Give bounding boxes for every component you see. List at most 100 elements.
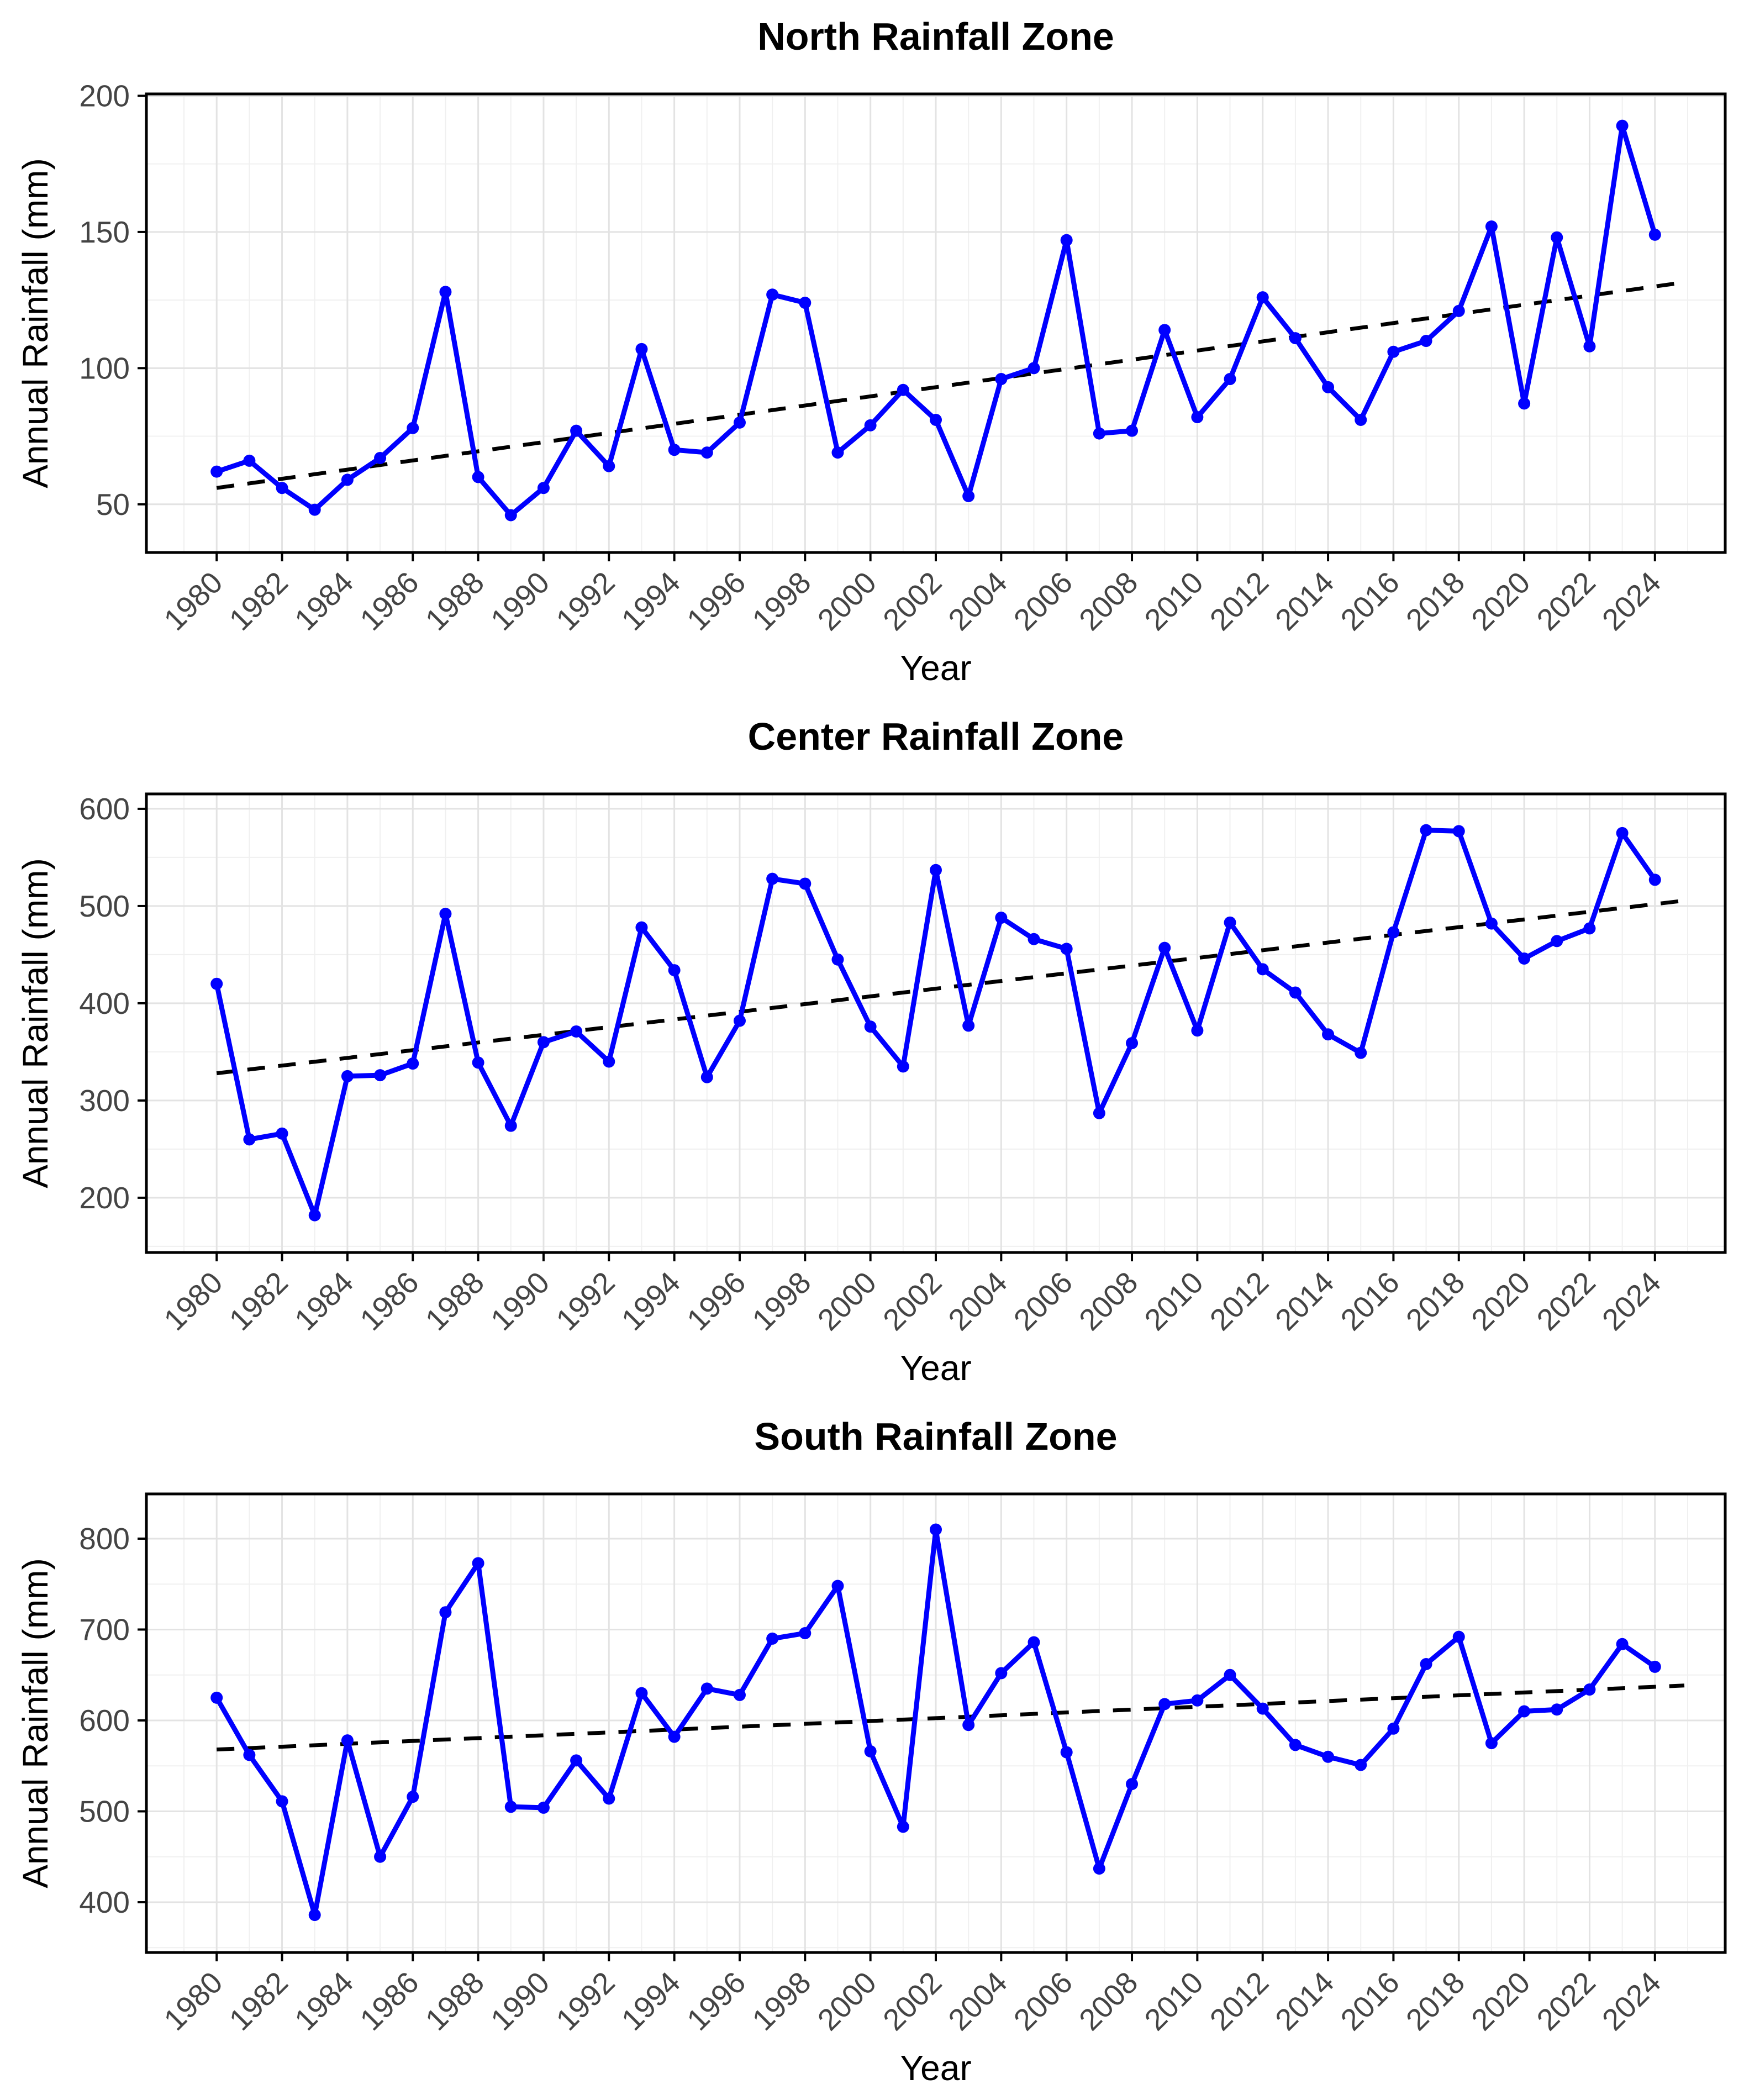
data-point	[962, 490, 975, 502]
data-point	[1158, 324, 1171, 336]
data-point	[668, 1730, 681, 1743]
data-point	[766, 1632, 779, 1645]
data-point	[570, 1025, 583, 1038]
x-axis-title: Year	[900, 648, 972, 688]
x-tick-label: 1984	[288, 1965, 360, 2037]
data-point	[1126, 1037, 1139, 1050]
data-point	[1452, 825, 1465, 838]
data-point	[1355, 1046, 1367, 1059]
y-tick-label: 700	[79, 1612, 130, 1646]
x-tick-label: 1998	[745, 565, 817, 637]
data-point	[700, 1071, 713, 1083]
data-point	[995, 373, 1008, 386]
north-rainfall-chart: North Rainfall Zone Annual Rainfall (mm)…	[0, 0, 1744, 700]
y-tick-label: 150	[79, 215, 130, 249]
data-point	[1289, 1739, 1302, 1751]
data-point	[1158, 1698, 1171, 1710]
x-tick-label: 1988	[419, 1965, 491, 2037]
x-tick-label: 2012	[1203, 1965, 1275, 2037]
data-point	[733, 1688, 746, 1701]
data-point	[210, 977, 223, 990]
data-point	[1060, 234, 1073, 246]
x-tick-label: 1992	[549, 1265, 621, 1337]
data-point	[1452, 1630, 1465, 1643]
data-point	[537, 482, 550, 494]
x-tick-label: 2006	[1007, 1265, 1079, 1337]
y-tick-label: 600	[79, 792, 130, 826]
x-tick-label: 2022	[1530, 565, 1602, 637]
data-point	[1485, 917, 1498, 930]
x-tick-label: 2020	[1464, 565, 1536, 637]
data-point	[308, 1209, 321, 1222]
data-point	[1518, 952, 1531, 965]
y-tick-label: 400	[79, 986, 130, 1020]
data-point	[1355, 1759, 1367, 1771]
y-tick-label: 100	[79, 351, 130, 385]
data-point	[1093, 1862, 1105, 1875]
x-tick-label: 1982	[223, 1265, 294, 1337]
x-tick-label: 1994	[615, 565, 687, 637]
x-tick-label: 2016	[1334, 1265, 1406, 1337]
data-point	[374, 1069, 387, 1082]
data-point	[1485, 1737, 1498, 1750]
data-point	[243, 1749, 256, 1761]
data-point	[1518, 1705, 1531, 1718]
data-point	[1583, 1683, 1596, 1696]
data-point	[1191, 1024, 1204, 1037]
x-tick-label: 2010	[1137, 565, 1209, 637]
data-point	[864, 419, 877, 431]
x-tick-label: 2012	[1203, 565, 1275, 637]
north-rainfall-plot: 1980198219841986198819901992199419961998…	[79, 78, 1727, 637]
data-point	[635, 343, 648, 355]
data-point	[1289, 332, 1302, 345]
x-tick-label: 1984	[288, 1265, 360, 1337]
data-point	[864, 1020, 877, 1033]
data-point	[276, 482, 288, 494]
x-tick-label: 1986	[353, 565, 425, 637]
data-point	[930, 413, 942, 426]
data-point	[1583, 340, 1596, 352]
x-tick-label: 2024	[1595, 565, 1667, 637]
data-point	[537, 1801, 550, 1814]
x-tick-label: 2020	[1464, 1965, 1536, 2037]
x-tick-label: 1990	[484, 1265, 556, 1337]
data-point	[341, 1734, 354, 1747]
data-point	[1093, 1107, 1105, 1119]
data-point	[733, 1014, 746, 1027]
data-point	[1224, 373, 1236, 386]
x-tick-label: 2018	[1399, 1265, 1471, 1337]
data-point	[864, 1745, 877, 1757]
data-point	[1256, 1702, 1269, 1715]
south-rainfall-chart: South Rainfall Zone Annual Rainfall (mm)…	[0, 1400, 1744, 2100]
data-point	[570, 424, 583, 437]
data-point	[962, 1719, 975, 1731]
x-tick-label: 2024	[1595, 1265, 1667, 1337]
data-point	[1191, 411, 1204, 424]
data-point	[1518, 397, 1531, 410]
data-point	[504, 509, 517, 522]
data-point	[733, 416, 746, 429]
y-tick-label: 400	[79, 1885, 130, 1919]
x-tick-label: 2008	[1072, 1265, 1144, 1337]
data-point	[1420, 1657, 1432, 1670]
x-tick-label: 2004	[941, 565, 1013, 637]
data-point	[1485, 220, 1498, 233]
data-point	[766, 288, 779, 301]
x-tick-label: 2002	[876, 1265, 948, 1337]
x-tick-label: 2004	[941, 1265, 1013, 1337]
x-tick-label: 2000	[811, 1265, 883, 1337]
data-point	[1387, 345, 1400, 358]
x-tick-label: 1988	[419, 1265, 491, 1337]
data-point	[276, 1795, 288, 1808]
data-point	[276, 1127, 288, 1140]
data-point	[995, 912, 1008, 924]
x-tick-label: 2014	[1268, 1965, 1340, 2037]
data-point	[1322, 1750, 1335, 1763]
data-point	[1420, 335, 1432, 348]
x-tick-label: 2024	[1595, 1965, 1667, 2037]
x-tick-label: 2010	[1137, 1265, 1209, 1337]
x-tick-label: 2006	[1007, 565, 1079, 637]
x-tick-label: 2022	[1530, 1965, 1602, 2037]
data-point	[1355, 413, 1367, 426]
